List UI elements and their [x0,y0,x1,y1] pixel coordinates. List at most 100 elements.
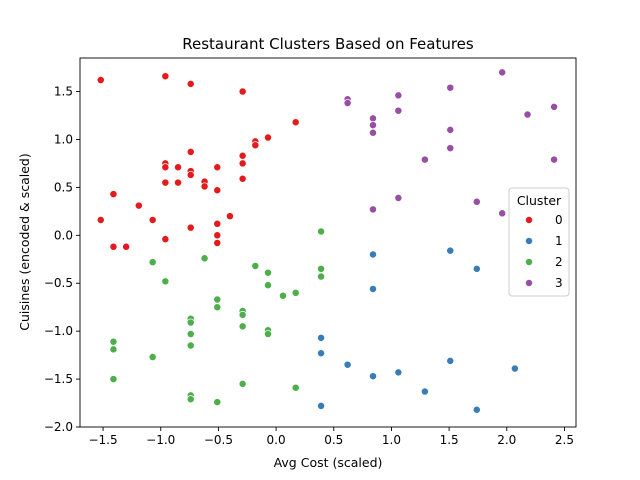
y-axis-label: Cuisines (encoded & scaled) [17,153,32,331]
data-point-cluster-3 [369,121,377,130]
data-point-cluster-1 [472,264,481,273]
y-tick-label: −0.5 [44,276,73,290]
data-point-cluster-1 [317,333,326,342]
data-point-cluster-3 [394,193,403,202]
data-point-cluster-0 [174,178,182,187]
legend-box [508,187,570,297]
data-point-cluster-0 [186,147,195,156]
x-tick-label: 1.5 [440,433,459,447]
x-tick-label: 2.0 [497,433,516,447]
data-point-cluster-1 [510,364,519,373]
data-point-cluster-2 [279,291,287,300]
data-point-cluster-0 [225,212,234,221]
data-point-cluster-3 [394,91,403,100]
data-point-cluster-3 [523,110,532,119]
legend-label-cluster-1: 1 [555,234,563,248]
data-point-cluster-2 [213,303,222,312]
data-point-cluster-1 [446,356,455,365]
data-point-cluster-0 [251,141,260,150]
data-point-cluster-2 [317,264,326,273]
data-point-cluster-3 [446,144,455,153]
data-point-cluster-1 [472,405,481,414]
data-point-cluster-0 [186,223,195,232]
data-point-cluster-1 [369,250,377,259]
data-point-cluster-0 [213,239,222,247]
x-tick-label: −1.5 [88,433,117,447]
data-point-cluster-0 [238,174,247,183]
data-point-cluster-2 [264,281,272,290]
y-tick-label: 1.5 [54,85,73,99]
data-point-cluster-0 [122,242,131,251]
legend-marker-cluster-3 [525,279,533,287]
x-tick-label: 1.0 [382,433,401,447]
data-point-cluster-2 [109,375,118,384]
data-point-cluster-2 [109,337,118,346]
data-point-cluster-3 [498,209,507,218]
data-point-cluster-3 [550,102,559,111]
data-point-cluster-0 [161,72,170,81]
data-point-cluster-0 [174,163,182,172]
data-point-cluster-1 [317,401,326,410]
data-point-cluster-1 [343,360,352,369]
legend-label-cluster-2: 2 [555,255,563,269]
data-point-cluster-2 [238,310,247,319]
data-point-cluster-2 [291,288,300,297]
legend-title: Cluster [517,193,562,208]
plot-frame [79,57,577,428]
legend-marker-cluster-0 [525,216,533,224]
data-point-cluster-2 [200,254,209,263]
data-point-cluster-1 [369,372,377,381]
data-point-cluster-2 [148,258,157,267]
data-point-cluster-2 [238,322,247,331]
data-point-cluster-2 [186,318,195,327]
data-point-cluster-0 [213,231,222,240]
data-point-cluster-3 [446,125,455,134]
data-point-cluster-2 [264,268,272,277]
data-point-cluster-0 [109,190,118,199]
y-tick-label: 0.5 [54,180,73,194]
y-tick-label: 0.0 [54,228,73,242]
y-tick-label: −1.0 [44,324,73,338]
data-point-cluster-2 [186,395,195,404]
data-point-cluster-3 [472,197,481,206]
data-point-cluster-3 [420,155,429,164]
data-point-cluster-3 [369,114,377,123]
legend-marker-cluster-1 [525,237,533,245]
data-point-cluster-0 [161,178,170,187]
legend-entries: 0 1 2 3 [525,213,563,290]
y-tick-label: 1.0 [54,132,73,146]
data-point-cluster-0 [161,163,170,172]
data-point-cluster-3 [550,155,559,164]
data-point-cluster-0 [213,163,222,172]
data-point-cluster-0 [96,76,105,84]
data-point-cluster-2 [213,295,222,304]
data-point-cluster-0 [186,79,195,88]
data-point-cluster-2 [148,353,157,361]
data-point-cluster-0 [238,159,247,168]
data-point-cluster-0 [238,87,247,96]
y-tick-label: −1.5 [44,372,73,386]
data-point-cluster-1 [369,285,377,293]
x-tick-label: 2.5 [555,433,574,447]
data-point-cluster-3 [369,128,377,137]
data-point-cluster-2 [213,398,222,407]
legend-label-cluster-3: 3 [555,276,563,290]
data-point-cluster-0 [148,216,157,224]
data-point-cluster-3 [498,68,507,77]
y-axis-ticks: −2.0 −1.5 −1.0 −0.5 0.0 0.5 1.0 1.5 [44,85,80,434]
data-point-cluster-0 [134,201,143,210]
data-point-cluster-1 [317,349,326,358]
data-point-cluster-2 [186,341,195,350]
data-point-cluster-0 [186,170,195,179]
data-point-cluster-0 [161,235,170,244]
x-tick-label: 0.0 [267,433,286,447]
x-axis-ticks: −1.5 −1.0 −0.5 0.0 0.5 1.0 1.5 2.0 2.5 [88,427,574,447]
data-point-cluster-3 [394,106,403,115]
data-point-cluster-2 [291,383,300,392]
data-point-cluster-3 [446,83,455,92]
data-point-cluster-1 [446,246,455,255]
data-point-cluster-0 [200,182,209,191]
data-points [96,68,559,414]
data-point-cluster-2 [317,227,326,236]
